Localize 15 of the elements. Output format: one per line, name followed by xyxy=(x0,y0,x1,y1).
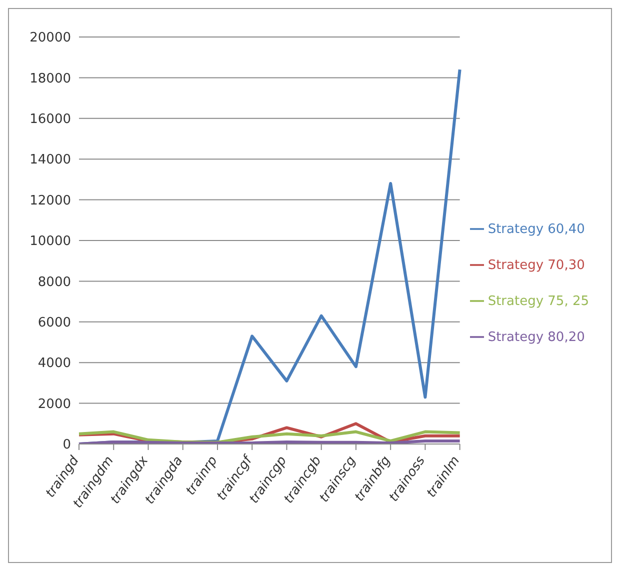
y-tick-label: 12000 xyxy=(30,193,71,208)
y-tick-label: 18000 xyxy=(30,71,71,86)
legend-label: Strategy 80,20 xyxy=(488,330,585,345)
y-tick-label: 14000 xyxy=(30,152,71,168)
y-tick-label: 20000 xyxy=(30,30,71,46)
y-tick-label: 10000 xyxy=(30,234,71,250)
y-tick-label: 8000 xyxy=(38,274,71,290)
legend-label: Strategy 70,30 xyxy=(488,258,585,273)
y-tick-label: 2000 xyxy=(38,396,71,412)
y-tick-label: 16000 xyxy=(30,112,71,128)
y-tick-label: 6000 xyxy=(38,316,71,331)
legend-label: Strategy 75, 25 xyxy=(488,294,589,309)
legend-label: Strategy 60,40 xyxy=(488,222,585,237)
y-tick-label: 4000 xyxy=(38,356,71,372)
y-tick-label: 0 xyxy=(62,438,71,453)
